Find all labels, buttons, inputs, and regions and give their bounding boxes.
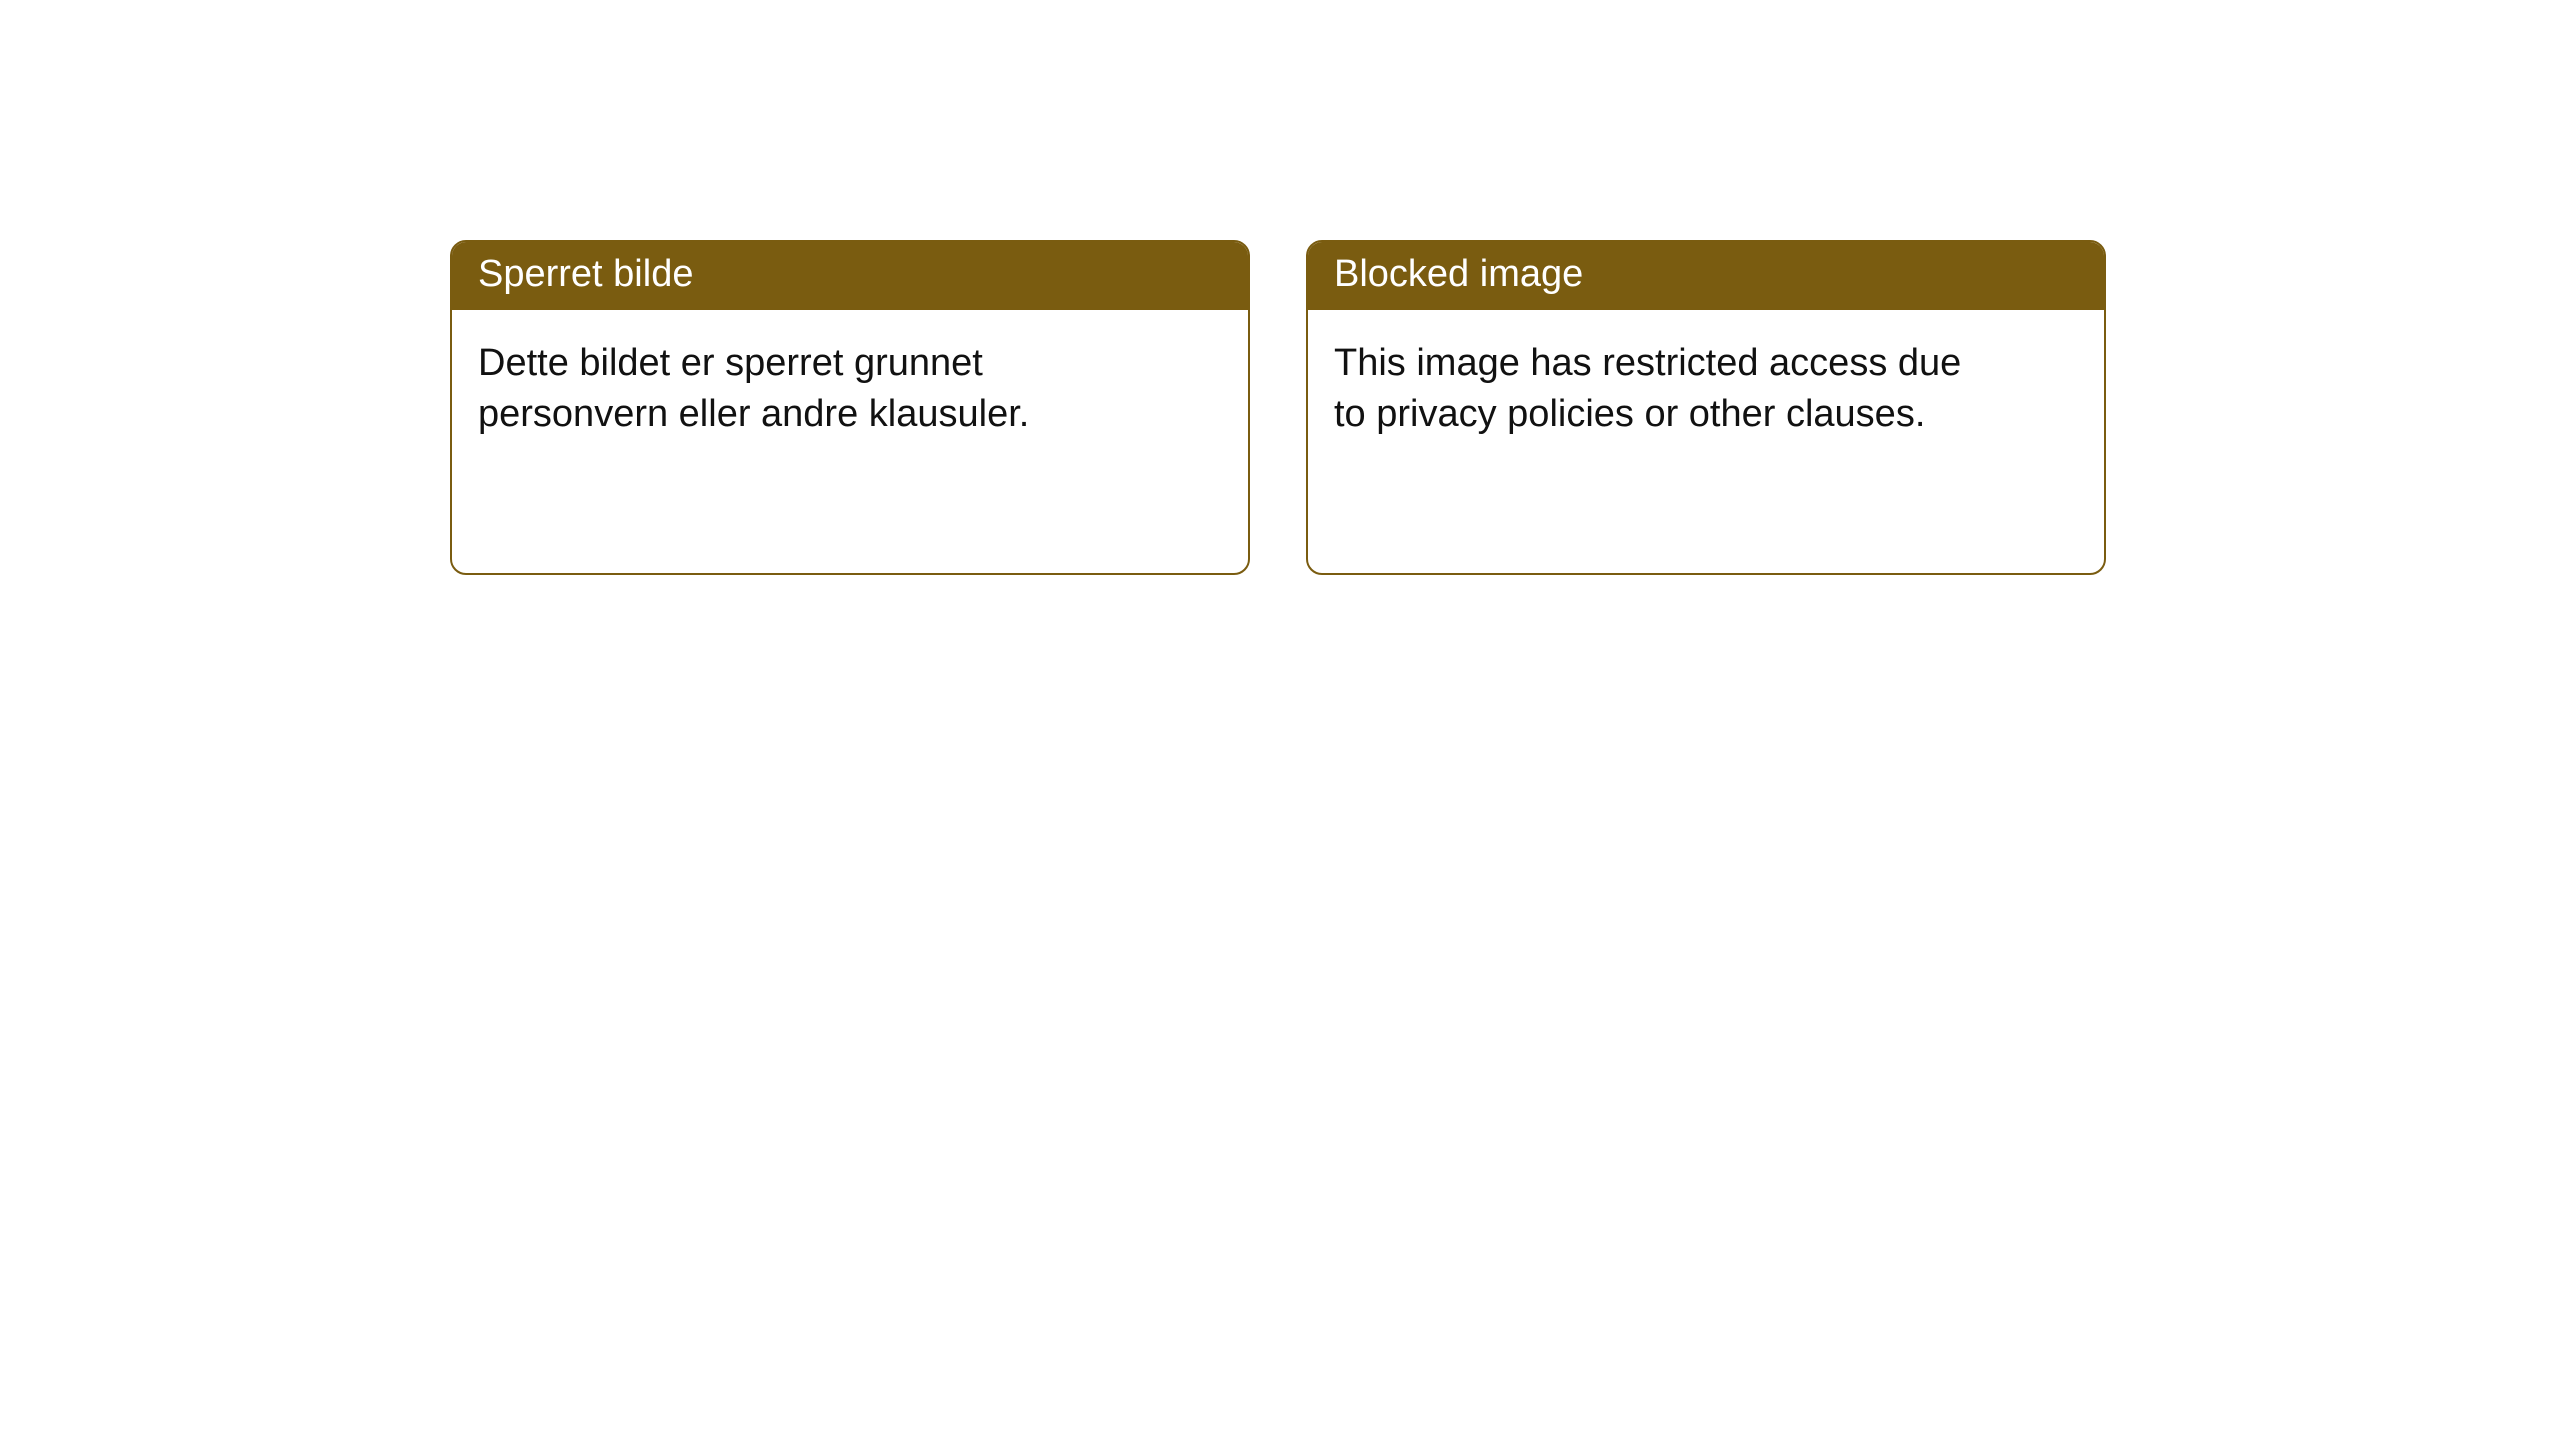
card-body: Dette bildet er sperret grunnet personve…	[452, 310, 1132, 469]
notice-card-norwegian: Sperret bilde Dette bildet er sperret gr…	[450, 240, 1250, 575]
card-body: This image has restricted access due to …	[1308, 310, 1988, 469]
card-header: Blocked image	[1308, 242, 2104, 310]
notice-card-english: Blocked image This image has restricted …	[1306, 240, 2106, 575]
notice-cards-container: Sperret bilde Dette bildet er sperret gr…	[450, 240, 2106, 575]
card-header: Sperret bilde	[452, 242, 1248, 310]
